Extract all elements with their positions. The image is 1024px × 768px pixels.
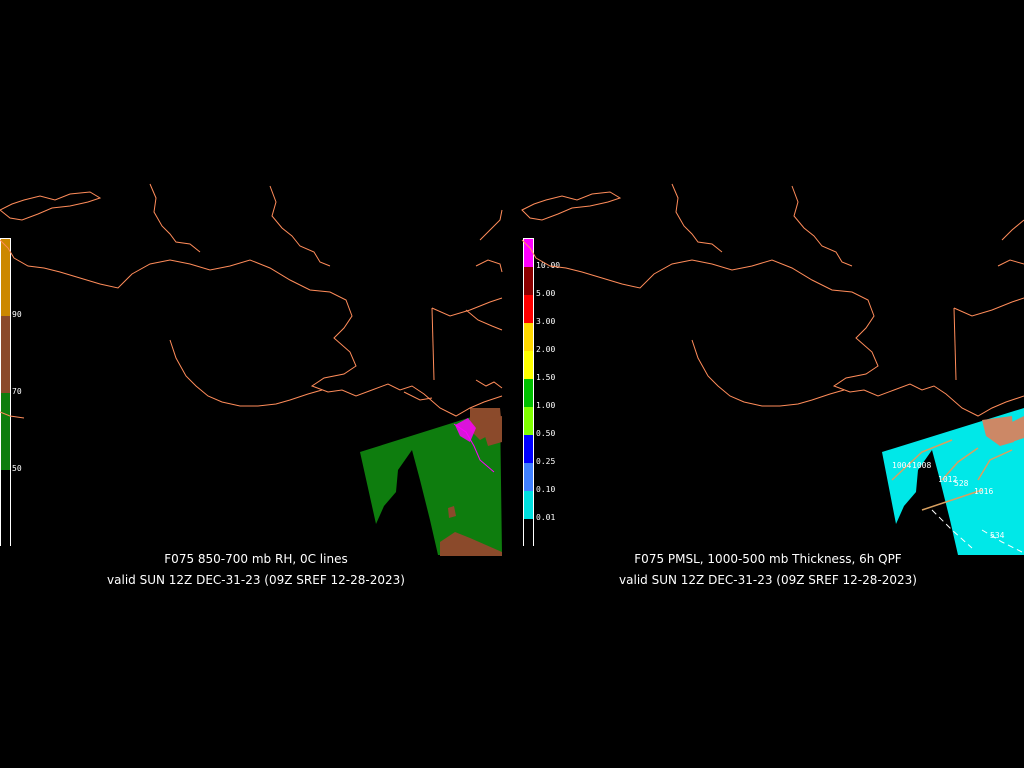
qpf-colorbar-label: 0.50 xyxy=(536,429,556,438)
qpf-colorbar xyxy=(523,238,534,547)
qpf-colorbar-segment xyxy=(524,295,533,323)
rh-colorbar-label: 70 xyxy=(12,387,22,396)
rh-title-line1: F075 850-700 mb RH, 0C lines xyxy=(164,552,348,566)
pmsl-map xyxy=(521,183,1024,555)
coastline xyxy=(521,183,1024,417)
contour-label: 528 xyxy=(954,479,969,488)
rh-title-line2: valid SUN 12Z DEC-31-23 (09Z SREF 12-28-… xyxy=(107,573,405,587)
qpf-colorbar-label: 1.00 xyxy=(536,401,556,410)
rh-fill xyxy=(360,408,502,556)
pmsl-title-line1: F075 PMSL, 1000-500 mb Thickness, 6h QPF xyxy=(634,552,902,566)
qpf-colorbar-segment xyxy=(524,463,533,491)
qpf-colorbar-label: 0.10 xyxy=(536,485,556,494)
pmsl-map-panel: 10.00 5.00 3.00 2.00 1.50 1.00 0.50 0.25 0.10 0.0… xyxy=(512,0,1024,768)
zero-c-lines xyxy=(453,423,495,473)
rh-colorbar-segment xyxy=(1,470,10,547)
qpf-colorbar-label: 1.50 xyxy=(536,373,556,382)
qpf-colorbar-segment xyxy=(524,351,533,379)
contour-label: 1004 xyxy=(892,461,912,470)
coastline xyxy=(0,183,503,419)
rh-map-panel: 90 70 50 F075 850-700 xyxy=(0,183,503,587)
qpf-colorbar-segment xyxy=(524,519,533,547)
contour-label: 534 xyxy=(990,531,1005,540)
qpf-colorbar-label: 0.25 xyxy=(536,457,556,466)
qpf-colorbar-segment xyxy=(524,379,533,407)
qpf-colorbar-label: 10.00 xyxy=(536,261,561,270)
qpf-colorbar-segment xyxy=(524,323,533,351)
rh-colorbar-segment xyxy=(1,393,10,470)
qpf-colorbar-segment xyxy=(524,435,533,463)
qpf-colorbar-segment xyxy=(524,267,533,295)
rh-colorbar-segment xyxy=(1,239,10,316)
qpf-colorbar-segment xyxy=(524,239,533,267)
rh-map xyxy=(0,183,503,556)
contour-label: 1016 xyxy=(974,487,994,496)
rh-colorbar-label: 50 xyxy=(12,464,22,473)
rh-colorbar xyxy=(0,238,11,547)
contour-label: 1008 xyxy=(912,461,932,470)
qpf-colorbar-label: 2.00 xyxy=(536,345,556,354)
contour-label: 1012 xyxy=(938,475,958,484)
qpf-colorbar-segment xyxy=(524,407,533,435)
pmsl-lines xyxy=(931,509,1023,553)
qpf-colorbar-segment xyxy=(524,491,533,519)
qpf-colorbar-label: 5.00 xyxy=(536,289,556,298)
pmsl-title-line2: valid SUN 12Z DEC-31-23 (09Z SREF 12-28-… xyxy=(619,573,917,587)
thickness-lines xyxy=(891,439,1013,511)
qpf-fill xyxy=(882,408,1024,555)
qpf-colorbar-label: 3.00 xyxy=(536,317,556,326)
rh-colorbar-segment xyxy=(1,316,10,393)
rh-colorbar-label: 90 xyxy=(12,310,22,319)
qpf-colorbar-label: 0.01 xyxy=(536,513,556,522)
